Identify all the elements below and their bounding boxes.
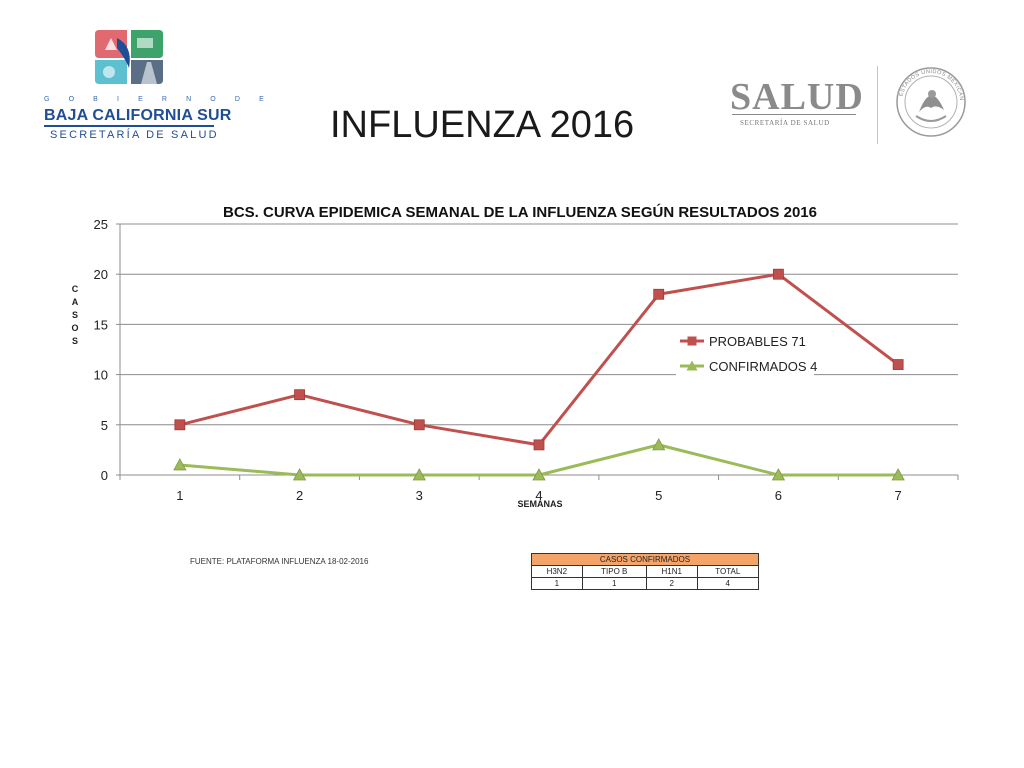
data-point-1 [413, 419, 425, 431]
svg-text:ESTADOS UNIDOS MEXICANOS: ESTADOS UNIDOS MEXICANOS [892, 60, 964, 101]
value-h1n1: 2 [645, 577, 698, 590]
y-tick-label: 20 [94, 267, 108, 282]
y-tick-label: 15 [94, 317, 108, 332]
x-tick-label: 5 [655, 488, 662, 503]
salud-logo: SALUD SECRETARÍA DE SALUD ESTADOS UNIDOS… [712, 60, 970, 150]
salud-subtitle: SECRETARÍA DE SALUD [740, 119, 830, 127]
y-tick-label: 25 [94, 217, 108, 232]
data-point-1 [653, 288, 665, 300]
salud-wordmark: SALUD [730, 76, 864, 118]
legend-marker [687, 336, 697, 346]
data-point-1 [174, 419, 186, 431]
legend-label: CONFIRMADOS 4 [709, 359, 817, 374]
data-point-2 [173, 458, 187, 471]
column-total: TOTAL [696, 565, 760, 578]
data-point-2 [891, 468, 905, 481]
seal-text: ESTADOS UNIDOS MEXICANOS [892, 60, 964, 101]
table-title: CASOS CONFIRMADOS [531, 553, 759, 566]
logo-divider [44, 125, 214, 127]
confirmed-cases-table: CASOS CONFIRMADOS H3N2 TIPO B H1N1 TOTAL… [531, 553, 760, 590]
x-tick-label: 1 [176, 488, 183, 503]
logo-separator [877, 66, 878, 144]
x-tick-label: 7 [895, 488, 902, 503]
data-point-1 [533, 439, 545, 451]
x-tick-label: 6 [775, 488, 782, 503]
value-total: 4 [696, 577, 760, 590]
data-point-2 [771, 468, 786, 481]
data-point-2 [412, 468, 426, 481]
column-h1n1: H1N1 [645, 565, 698, 578]
table-header-row: H3N2 TIPO B H1N1 TOTAL [531, 565, 760, 578]
chart-area: BCS. CURVA EPIDEMICA SEMANAL DE LA INFLU… [0, 190, 1024, 520]
y-tick-label: 5 [101, 418, 108, 433]
y-tick-label: 10 [94, 368, 108, 383]
gobierno-label: G O B I E R N O D E [44, 96, 273, 103]
national-seal-icon: ESTADOS UNIDOS MEXICANOS [892, 60, 966, 137]
page-title: INFLUENZA 2016 [330, 104, 635, 146]
state-emblem-icon [95, 30, 163, 84]
data-point-2 [292, 468, 307, 481]
legend-label: PROBABLES 71 [709, 334, 806, 349]
legend-marker [686, 360, 698, 371]
data-point-2 [652, 438, 666, 451]
value-tipo-b: 1 [581, 577, 647, 590]
source-note: FUENTE: PLATAFORMA INFLUENZA 18-02-2016 [190, 557, 369, 566]
table-row: 1 1 2 4 [531, 577, 760, 590]
data-point-1 [892, 359, 904, 370]
column-tipo-b: TIPO B [581, 565, 647, 578]
legend-box [676, 328, 814, 380]
value-h3n2: 1 [531, 577, 583, 590]
x-tick-label: 3 [416, 488, 423, 503]
y-tick-label: 0 [101, 468, 108, 483]
x-axis-label: SEMANAS [517, 499, 562, 509]
data-point-2 [532, 468, 546, 481]
epidemic-curve-chart: BCS. CURVA EPIDEMICA SEMANAL DE LA INFLU… [71, 203, 959, 509]
secretaria-label: SECRETARÍA DE SALUD [50, 129, 219, 141]
chart-title: BCS. CURVA EPIDEMICA SEMANAL DE LA INFLU… [223, 203, 817, 221]
state-name: BAJA CALIFORNIA SUR [44, 107, 232, 124]
x-tick-label: 4 [535, 488, 542, 503]
baja-california-sur-logo: G O B I E R N O D E BAJA CALIFORNIA SUR … [40, 28, 273, 143]
x-tick-label: 2 [296, 488, 303, 503]
data-point-1 [773, 268, 784, 280]
data-point-1 [294, 389, 305, 401]
salud-rule [732, 114, 856, 115]
column-h3n2: H3N2 [531, 565, 583, 578]
